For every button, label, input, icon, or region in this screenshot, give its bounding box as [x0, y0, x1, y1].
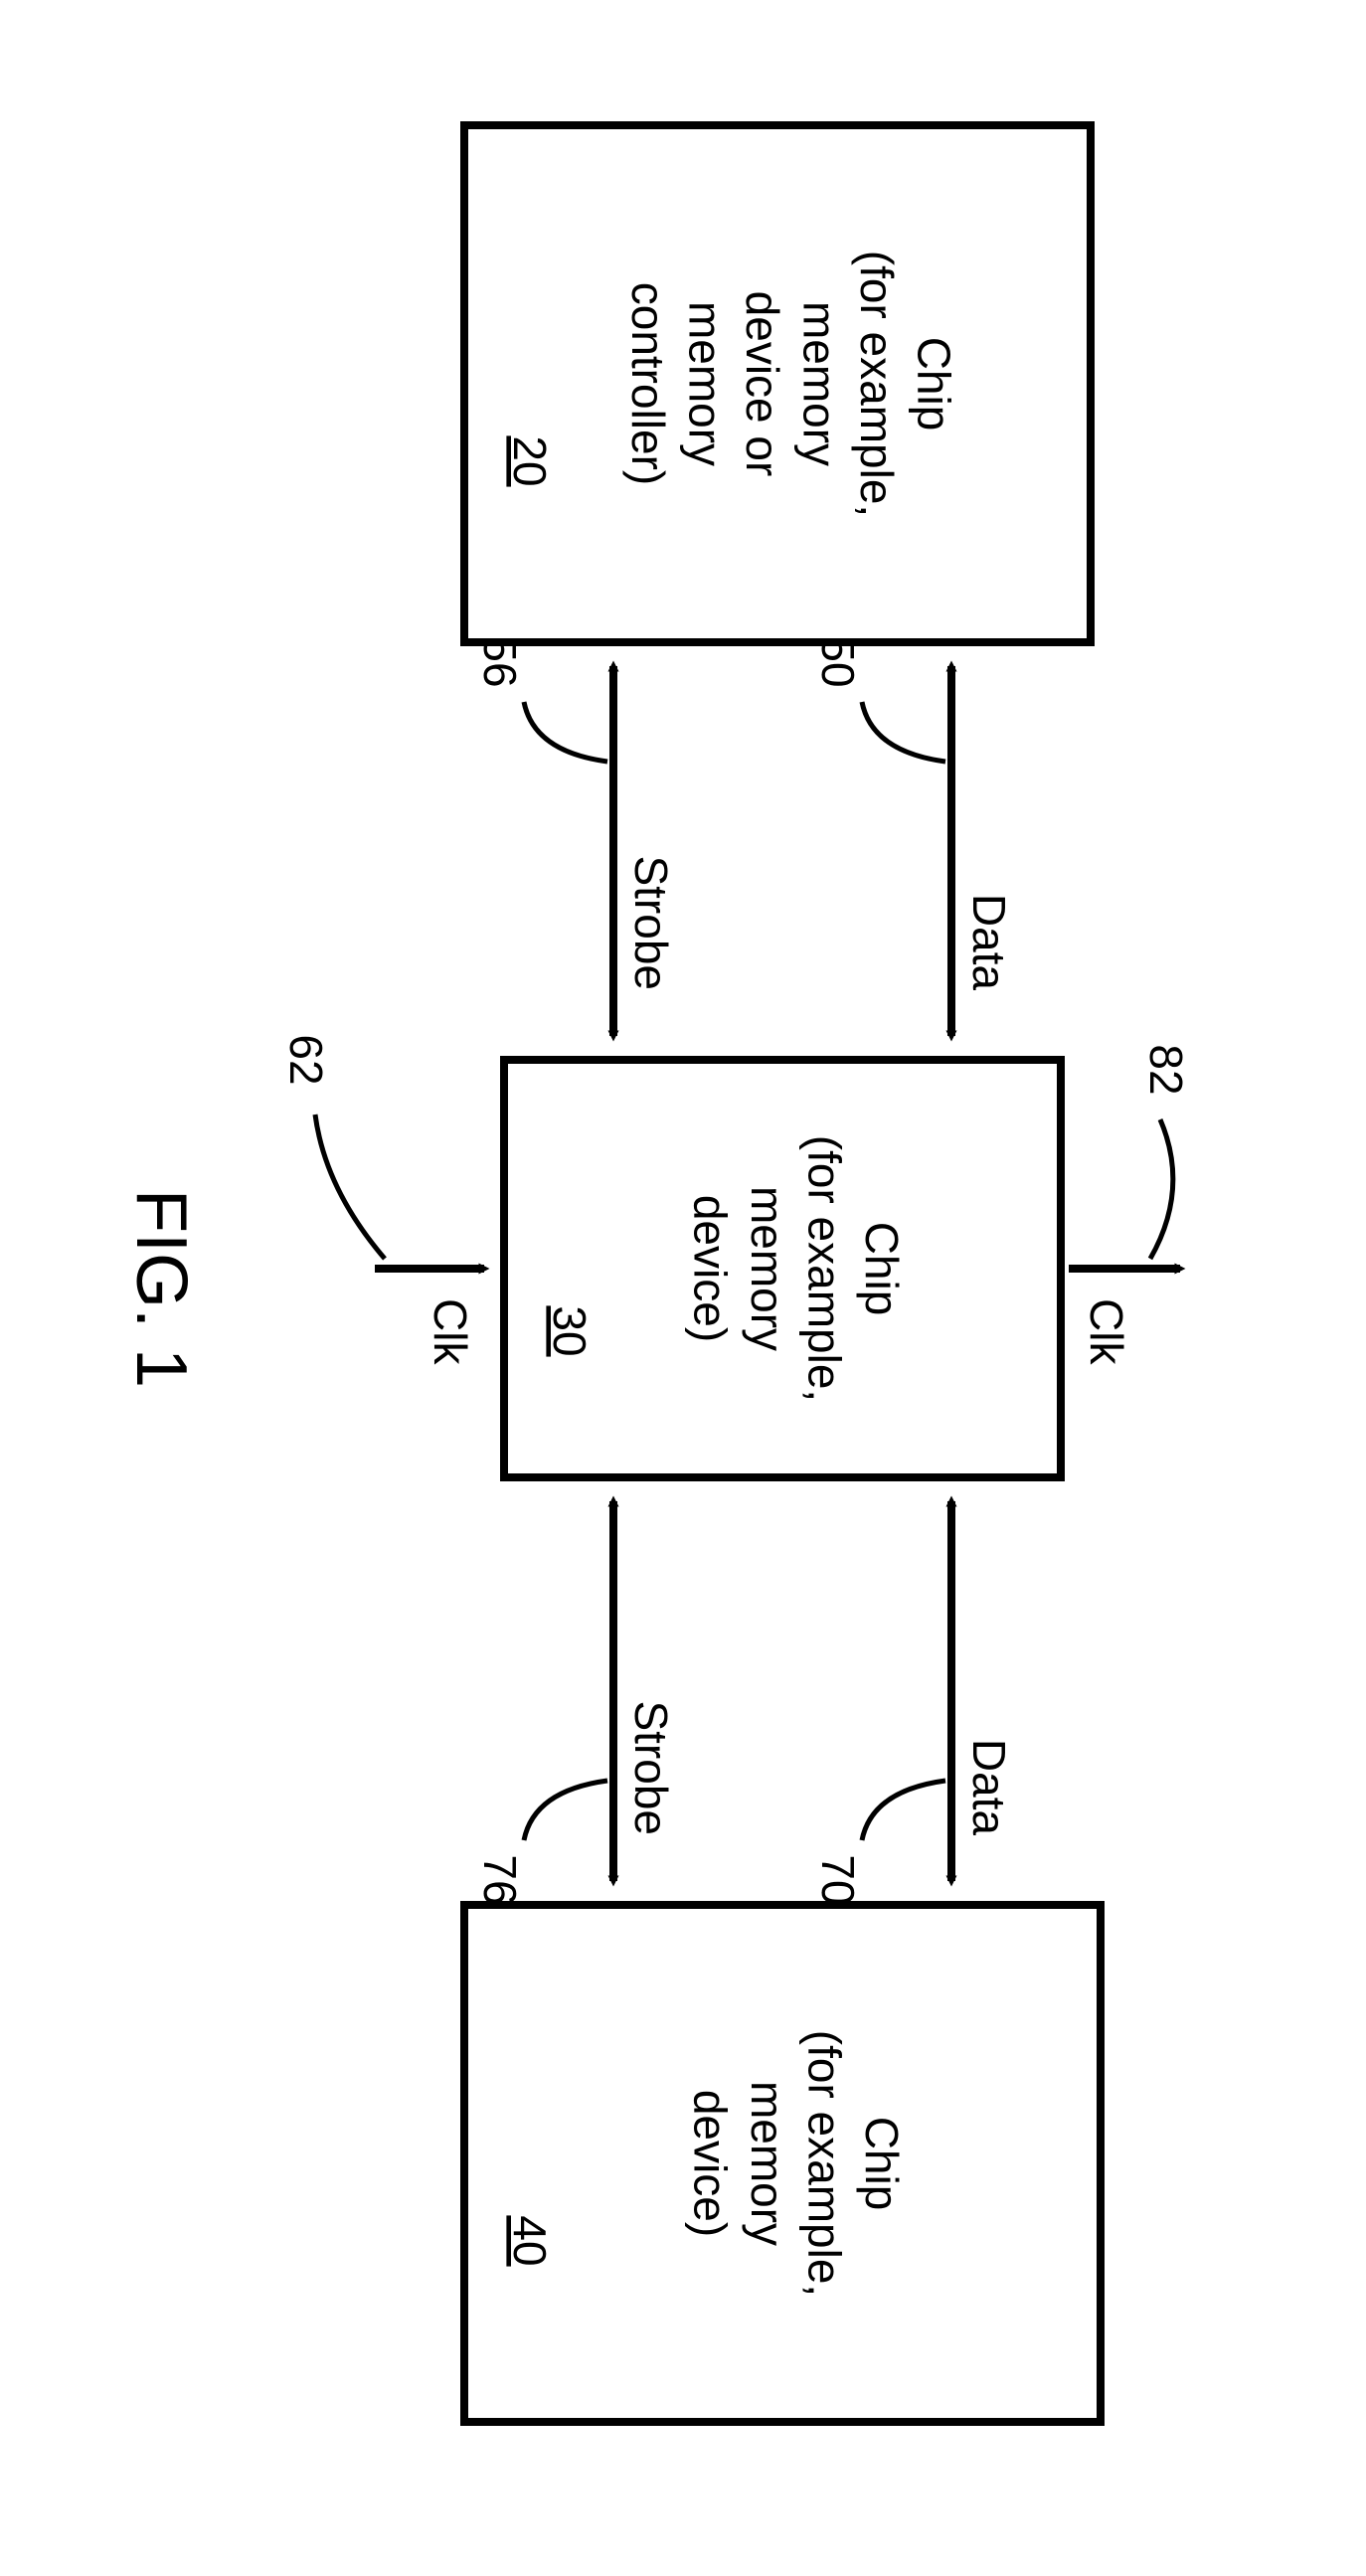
chip-box-left-label-line-5: controller): [622, 281, 674, 485]
conn-strobe_right: Strobe 76: [474, 1501, 677, 1906]
clk-bottom-ref: 62: [280, 1034, 332, 1085]
chip-box-middle-ref: 30: [544, 1305, 596, 1356]
chip-box-left-label-line-2: memory: [794, 300, 846, 465]
conn-strobe_right-leader: [524, 1781, 607, 1840]
conn-strobe_left-label: Strobe: [625, 855, 677, 990]
conn-data_left-label: Data: [963, 893, 1015, 990]
chip-box-right-label-line-1: (for example,: [799, 2029, 851, 2296]
clk-top-label: Clk: [1081, 1298, 1132, 1365]
chip-box-right-ref: 40: [504, 2215, 556, 2266]
figure-caption: FIG. 1: [121, 1188, 201, 1387]
chip-box-right-label-line-0: Chip: [856, 2116, 908, 2210]
conn-data_left-ref: 50: [812, 636, 864, 687]
page: Chip(for example,memorydevice ormemoryco…: [0, 0, 1366, 2576]
clk-bottom-leader: [315, 1115, 385, 1259]
chip-box-right-label-line-2: memory: [742, 2080, 793, 2245]
chip-box-right: Chip(for example,memorydevice) 40: [464, 1905, 1101, 2422]
clk-top-leader: [1150, 1119, 1173, 1259]
clk-bottom-label: Clk: [425, 1298, 476, 1365]
figure-svg: Chip(for example,memorydevice ormemoryco…: [37, 46, 1329, 2531]
conn-data_right-ref: 70: [812, 1854, 864, 1905]
chip-box-middle-label-line-2: memory: [742, 1185, 793, 1350]
chip-box-middle-label-line-1: (for example,: [799, 1134, 851, 1401]
chip-box-left: Chip(for example,memorydevice ormemoryco…: [464, 125, 1091, 642]
chip-box-right-label-line-3: device): [685, 2089, 737, 2236]
chip-box-left-label-line-4: memory: [680, 300, 732, 465]
conn-data_left-leader: [862, 702, 945, 762]
chip-box-middle: Chip(for example,memorydevice) 30: [504, 1060, 1061, 1477]
rotated-figure: Chip(for example,memorydevice ormemoryco…: [37, 46, 1329, 2531]
chip-box-left-label-line-1: (for example,: [851, 250, 903, 516]
clk-top-ref: 82: [1140, 1044, 1192, 1095]
conn-data_right-label: Data: [963, 1738, 1015, 1835]
chip-box-middle-label-line-0: Chip: [856, 1221, 908, 1315]
clk-top: Clk 82: [1069, 1044, 1192, 1365]
conn-strobe_left-ref: 56: [474, 636, 526, 687]
chip-box-left-ref: 20: [504, 435, 556, 486]
conn-data_right: Data 70: [812, 1501, 1015, 1906]
conn-strobe_left: Strobe 56: [474, 636, 677, 1036]
conn-data_left: Data 50: [812, 636, 1015, 1036]
chip-box-left-label-line-0: Chip: [909, 336, 960, 430]
conn-strobe_right-label: Strobe: [625, 1700, 677, 1835]
chip-box-middle-label-line-3: device): [685, 1194, 737, 1341]
conn-data_right-leader: [862, 1781, 945, 1840]
conn-strobe_left-leader: [524, 702, 607, 762]
conn-strobe_right-ref: 76: [474, 1854, 526, 1905]
chip-box-left-label-line-3: device or: [737, 290, 788, 476]
clk-bottom: Clk 62: [280, 1034, 484, 1365]
